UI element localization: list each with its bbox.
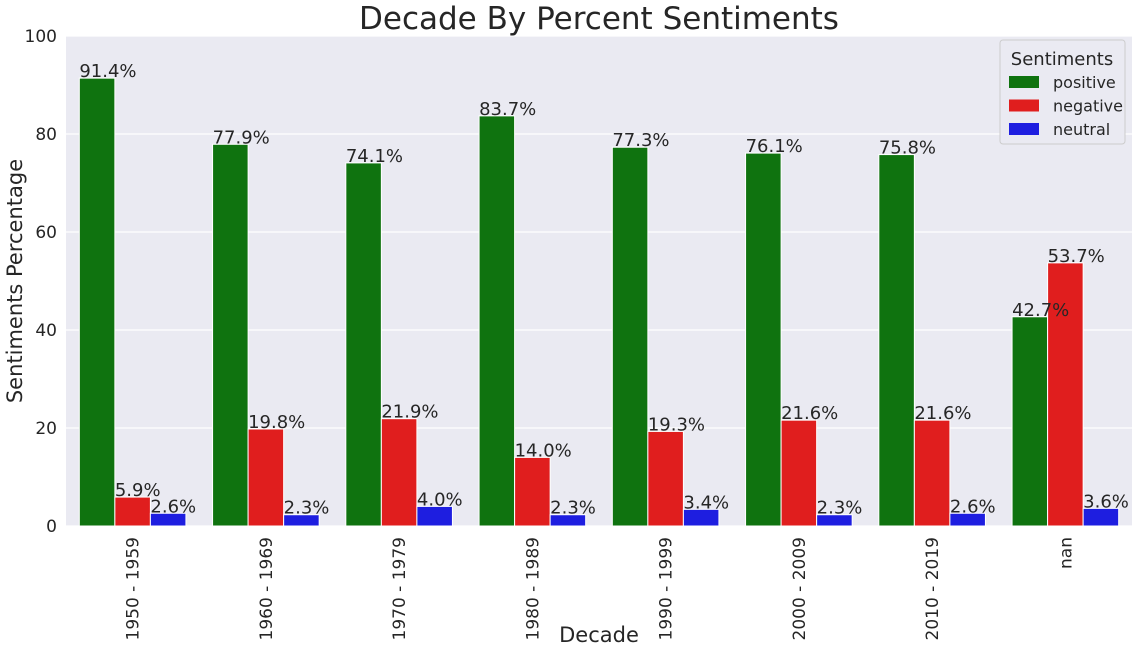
x-tick-label: 1960 - 1969: [257, 537, 277, 640]
x-axis-label: Decade: [559, 623, 639, 647]
data-label: 4.0%: [417, 489, 463, 510]
bar-negative: [114, 496, 151, 527]
bar-neutral: [549, 514, 587, 527]
legend: Sentiments positive negative neutral: [999, 39, 1126, 145]
bar-negative: [913, 419, 951, 527]
bar-positive: [345, 162, 382, 527]
bar-negative: [514, 456, 551, 527]
x-tick-label: 2010 - 2019: [923, 537, 943, 640]
data-label: 3.6%: [1083, 491, 1129, 512]
bar-positive: [78, 77, 116, 527]
data-label: 91.4%: [79, 61, 136, 82]
x-tick-labels: 1950 - 1959 1960 - 1969 1970 - 1979 1980 - …: [124, 537, 1077, 640]
bar-positive: [1011, 316, 1049, 527]
data-label: 2.6%: [150, 496, 196, 517]
y-tick-label: 80: [35, 125, 57, 145]
data-label: 83.7%: [479, 99, 536, 120]
bar-positive: [212, 143, 249, 527]
y-tick-labels: 0 20 40 60 80 100: [25, 27, 57, 537]
data-label: 77.3%: [612, 130, 669, 151]
legend-swatch-positive: [1009, 76, 1039, 88]
y-tick-label: 0: [46, 517, 57, 537]
legend-swatch-negative: [1009, 99, 1039, 112]
data-label: 42.7%: [1012, 300, 1069, 321]
data-label: 76.1%: [746, 136, 803, 157]
data-label: 19.8%: [248, 412, 305, 433]
bar-negative: [1047, 262, 1084, 527]
bar-positive: [611, 146, 649, 527]
bar-negative: [380, 418, 418, 527]
legend-title: Sentiments: [1011, 49, 1113, 70]
chart-title: Decade By Percent Sentiments: [359, 1, 839, 37]
legend-box: [999, 39, 1126, 145]
bar-positive: [478, 115, 516, 527]
data-label: 75.8%: [879, 138, 936, 159]
data-label: 2.6%: [950, 496, 996, 517]
data-label: 2.3%: [550, 498, 596, 519]
x-tick-label: 2000 - 2009: [790, 537, 810, 640]
bar-negative: [647, 430, 684, 527]
data-label: 21.6%: [781, 403, 838, 424]
bar-neutral: [416, 505, 453, 527]
x-tick-label: 1980 - 1989: [523, 537, 543, 640]
y-tick-label: 20: [35, 419, 57, 439]
bar-neutral: [149, 512, 187, 527]
legend-label-negative: negative: [1053, 97, 1123, 116]
legend-label-positive: positive: [1053, 73, 1116, 92]
data-label: 21.6%: [914, 403, 971, 424]
legend-items: positive negative neutral: [1009, 73, 1123, 139]
y-tick-label: 40: [35, 321, 57, 341]
data-label: 5.9%: [115, 480, 161, 501]
data-label: 19.3%: [648, 414, 705, 435]
bars: [78, 77, 1120, 527]
bar-neutral: [682, 508, 720, 527]
y-tick-label: 100: [25, 27, 57, 47]
x-tick-label: 1990 - 1999: [657, 537, 677, 640]
data-label: 77.9%: [213, 127, 270, 148]
legend-label-neutral: neutral: [1053, 120, 1110, 139]
x-tick-label: 1950 - 1959: [124, 537, 144, 640]
bar-negative: [780, 419, 818, 527]
legend-swatch-neutral: [1009, 123, 1039, 135]
bar-neutral: [1082, 507, 1120, 527]
data-label: 3.4%: [683, 492, 729, 513]
x-tick-label: 1970 - 1979: [390, 537, 410, 640]
bar-negative: [247, 428, 285, 527]
x-tick-label: nan: [1056, 537, 1076, 569]
data-label: 2.3%: [817, 498, 863, 519]
bar-neutral: [949, 512, 986, 527]
bar-neutral: [816, 514, 853, 527]
data-label: 2.3%: [284, 498, 330, 519]
bar-positive: [878, 154, 915, 527]
data-label: 74.1%: [346, 146, 403, 167]
y-axis-label: Sentiments Percentage: [3, 159, 27, 403]
y-tick-label: 60: [35, 223, 57, 243]
data-label: 53.7%: [1048, 246, 1105, 267]
data-label: 14.0%: [515, 440, 572, 461]
data-labels: 91.4%5.9%2.6%77.9%19.8%2.3%74.1%21.9%4.0…: [79, 61, 1129, 519]
data-label: 21.9%: [381, 402, 438, 423]
bar-neutral: [283, 514, 320, 527]
bar-positive: [745, 152, 782, 527]
